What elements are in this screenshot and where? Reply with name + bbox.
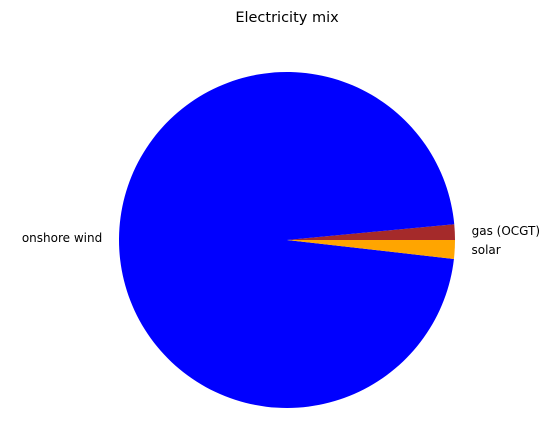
- pie-slice-onshore-wind: [119, 71, 455, 408]
- pie-label-solar: solar: [472, 243, 501, 257]
- pie-slices: [119, 71, 455, 408]
- pie-label-gas-ocgt: gas (OCGT): [472, 224, 540, 238]
- pie-label-onshore-wind: onshore wind: [22, 231, 102, 245]
- pie-slice-solar: [287, 240, 455, 259]
- pie-labels: gas (OCGT) onshore wind solar: [22, 224, 540, 257]
- chart-title: Electricity mix: [235, 10, 339, 26]
- pie-slice-gas-ocgt: [287, 224, 455, 240]
